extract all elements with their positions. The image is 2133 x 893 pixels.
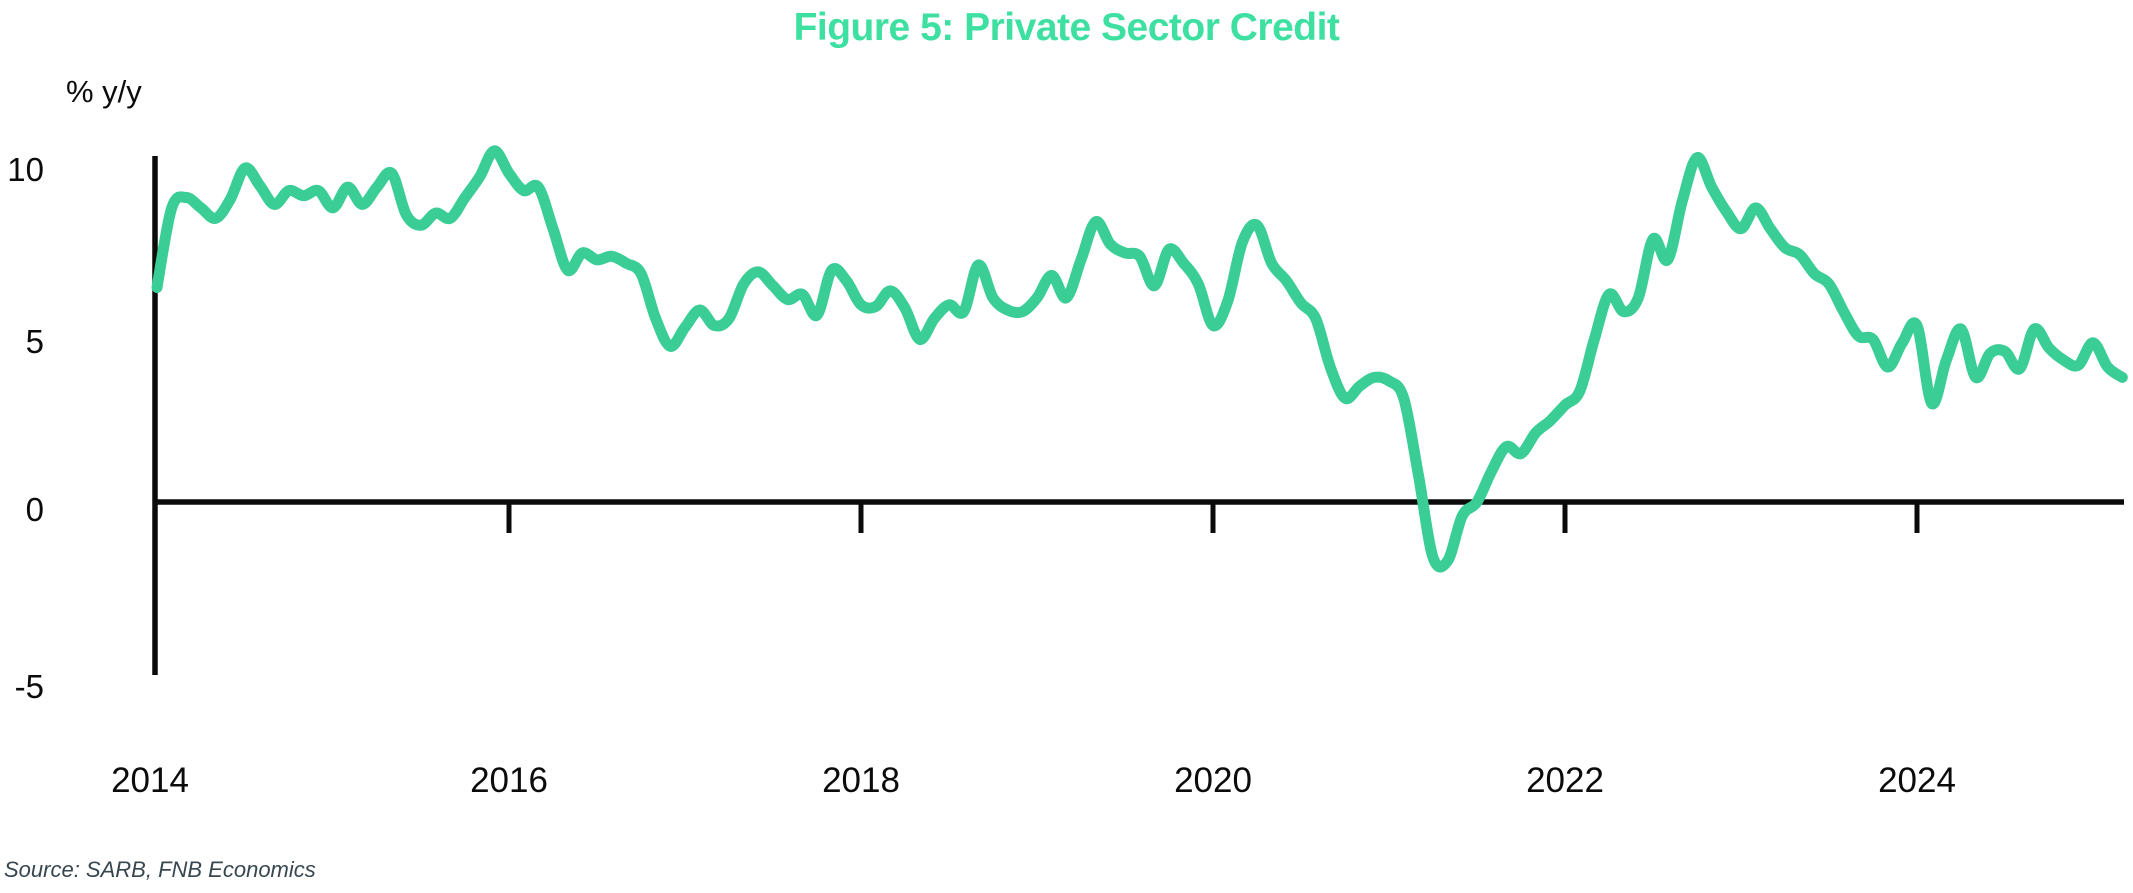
x-tick-label-2022: 2022 bbox=[1526, 761, 1604, 800]
y-tick-label-0: 0 bbox=[25, 491, 44, 528]
x-tick-label-2024: 2024 bbox=[1878, 761, 1956, 800]
private-sector-credit-line bbox=[151, 145, 2128, 573]
y-tick-label-10: 10 bbox=[7, 151, 44, 188]
y-axis-unit-label: % y/y bbox=[66, 74, 142, 109]
source-note: Source: SARB, FNB Economics bbox=[4, 857, 316, 882]
x-tick-label-2020: 2020 bbox=[1174, 761, 1252, 800]
chart-title: Figure 5: Private Sector Credit bbox=[793, 6, 1340, 49]
x-tick-label-2014: 2014 bbox=[111, 761, 189, 800]
x-tick-label-2016: 2016 bbox=[470, 761, 548, 800]
y-tick-label-5: 5 bbox=[25, 323, 44, 360]
x-tick-label-2018: 2018 bbox=[822, 761, 900, 800]
y-tick-label-minus5: -5 bbox=[14, 668, 44, 705]
